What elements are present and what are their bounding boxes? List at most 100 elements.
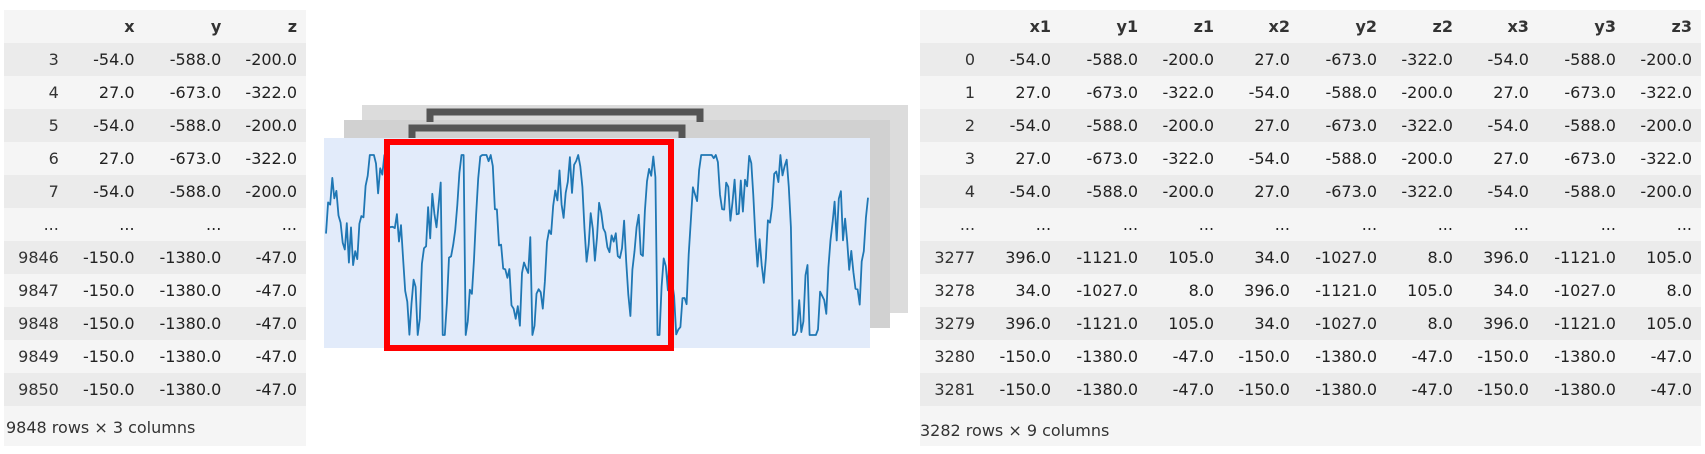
table-row: 9850 -150.0 -1380.0 -47.0 bbox=[4, 373, 306, 406]
table-cell: ... bbox=[67, 208, 144, 241]
row-index: 2 bbox=[920, 109, 985, 142]
table-cell: -588.0 bbox=[1298, 76, 1387, 109]
row-index: 3279 bbox=[920, 307, 985, 340]
table-cell: -200.0 bbox=[1624, 109, 1701, 142]
table-cell: ... bbox=[1147, 208, 1224, 241]
table-cell: -588.0 bbox=[1060, 109, 1148, 142]
table-cell: -200.0 bbox=[1624, 43, 1701, 76]
table-cell: -150.0 bbox=[1223, 340, 1299, 373]
column-header: x3 bbox=[1461, 10, 1538, 43]
table-cell: -322.0 bbox=[230, 142, 306, 175]
table-cell: -673.0 bbox=[143, 76, 231, 109]
table-row: 9849 -150.0 -1380.0 -47.0 bbox=[4, 340, 306, 373]
table-cell: -673.0 bbox=[1060, 142, 1148, 175]
table-cell: -150.0 bbox=[67, 274, 144, 307]
table-cell: -200.0 bbox=[230, 175, 306, 208]
middle-bracket bbox=[408, 124, 686, 138]
table-cell: -47.0 bbox=[1386, 340, 1462, 373]
table-cell: 105.0 bbox=[1624, 241, 1701, 274]
column-header: x1 bbox=[984, 10, 1061, 43]
table-cell: -322.0 bbox=[1624, 142, 1701, 175]
row-index: 4 bbox=[4, 76, 68, 109]
table-cell: 396.0 bbox=[1461, 307, 1538, 340]
table-cell: -54.0 bbox=[984, 175, 1061, 208]
table-cell: -673.0 bbox=[1298, 109, 1387, 142]
table-cell: 34.0 bbox=[984, 274, 1061, 307]
table-cell: -588.0 bbox=[143, 109, 231, 142]
table-cell: -1380.0 bbox=[1298, 373, 1387, 406]
table-cell: -54.0 bbox=[1223, 142, 1299, 175]
row-index: 9850 bbox=[4, 373, 68, 406]
row-index: 9849 bbox=[4, 340, 68, 373]
table-row: 3 -54.0 -588.0 -200.0 bbox=[4, 43, 306, 76]
table-cell: -47.0 bbox=[1624, 373, 1701, 406]
table-cell: -1121.0 bbox=[1060, 241, 1148, 274]
table-cell: -47.0 bbox=[230, 340, 306, 373]
table-cell: -150.0 bbox=[67, 373, 144, 406]
table-cell: -1027.0 bbox=[1298, 241, 1387, 274]
table-cell: -200.0 bbox=[1386, 76, 1462, 109]
table-cell: -588.0 bbox=[1537, 43, 1625, 76]
row-index: 9848 bbox=[4, 307, 68, 340]
table-cell: 396.0 bbox=[984, 307, 1061, 340]
table-cell: -54.0 bbox=[67, 43, 144, 76]
table-cell: -673.0 bbox=[1060, 76, 1148, 109]
table-cell: 8.0 bbox=[1386, 307, 1462, 340]
table-row: 4 -54.0 -588.0 -200.0 27.0 -673.0 -322.0 -54.0-… bbox=[920, 175, 1701, 208]
table-cell: 27.0 bbox=[984, 142, 1061, 175]
row-index: 5 bbox=[4, 109, 68, 142]
index-header bbox=[920, 10, 985, 43]
table-cell: -322.0 bbox=[1147, 142, 1224, 175]
table-cell: -150.0 bbox=[67, 241, 144, 274]
table-row: 9847 -150.0 -1380.0 -47.0 bbox=[4, 274, 306, 307]
table-row: 9846 -150.0 -1380.0 -47.0 bbox=[4, 241, 306, 274]
column-header: y1 bbox=[1060, 10, 1148, 43]
table-row: 4 27.0 -673.0 -322.0 bbox=[4, 76, 306, 109]
table-cell: -1380.0 bbox=[143, 307, 231, 340]
table-cell: -54.0 bbox=[67, 175, 144, 208]
column-header: z2 bbox=[1386, 10, 1462, 43]
table-cell: -150.0 bbox=[1461, 340, 1538, 373]
source-dataframe-shape: 9848 rows × 3 columns bbox=[6, 418, 196, 437]
row-index: 3 bbox=[4, 43, 68, 76]
table-cell: -47.0 bbox=[230, 373, 306, 406]
windowed-dataframe-table: x1 y1 z1 x2 y2 z2 x3 y3 z3 0 -54.0 -588.0 -200.0 27.… bbox=[920, 10, 1701, 406]
table-cell: ... bbox=[1298, 208, 1387, 241]
table-cell: -54.0 bbox=[984, 109, 1061, 142]
table-cell: -200.0 bbox=[1386, 142, 1462, 175]
table-cell: ... bbox=[1060, 208, 1148, 241]
table-header-row: x1 y1 z1 x2 y2 z2 x3 y3 z3 bbox=[920, 10, 1701, 43]
table-row: 0 -54.0 -588.0 -200.0 27.0 -673.0 -322.0 -54.0-… bbox=[920, 43, 1701, 76]
table-cell: -54.0 bbox=[1461, 43, 1538, 76]
row-index: 4 bbox=[920, 175, 985, 208]
table-cell: -673.0 bbox=[1537, 142, 1625, 175]
table-row: 3277 396.0 -1121.0 105.0 34.0 -1027.0 8.0 396.0… bbox=[920, 241, 1701, 274]
table-cell: 8.0 bbox=[1386, 241, 1462, 274]
column-header: x bbox=[67, 10, 144, 43]
table-cell: -1121.0 bbox=[1537, 241, 1625, 274]
windowed-dataframe-shape: 3282 rows × 9 columns bbox=[920, 421, 1110, 440]
table-cell: -588.0 bbox=[143, 175, 231, 208]
index-header bbox=[4, 10, 68, 43]
table-row: 9848 -150.0 -1380.0 -47.0 bbox=[4, 307, 306, 340]
table-cell: -150.0 bbox=[984, 340, 1061, 373]
table-cell: -200.0 bbox=[1147, 175, 1224, 208]
table-cell: -54.0 bbox=[1461, 175, 1538, 208]
column-header: z bbox=[230, 10, 306, 43]
row-index: ... bbox=[920, 208, 985, 241]
table-cell: -54.0 bbox=[67, 109, 144, 142]
table-cell: 396.0 bbox=[1223, 274, 1299, 307]
table-cell: -1380.0 bbox=[143, 241, 231, 274]
table-cell: 8.0 bbox=[1147, 274, 1224, 307]
table-cell: 105.0 bbox=[1147, 241, 1224, 274]
row-index: 6 bbox=[4, 142, 68, 175]
table-row: 2 -54.0 -588.0 -200.0 27.0 -673.0 -322.0 -54.0-… bbox=[920, 109, 1701, 142]
table-row: 6 27.0 -673.0 -322.0 bbox=[4, 142, 306, 175]
table-cell: -150.0 bbox=[67, 340, 144, 373]
table-cell: 27.0 bbox=[984, 76, 1061, 109]
table-cell: ... bbox=[230, 208, 306, 241]
table-cell: -200.0 bbox=[1147, 109, 1224, 142]
table-cell: 27.0 bbox=[67, 76, 144, 109]
table-cell: -54.0 bbox=[1461, 109, 1538, 142]
